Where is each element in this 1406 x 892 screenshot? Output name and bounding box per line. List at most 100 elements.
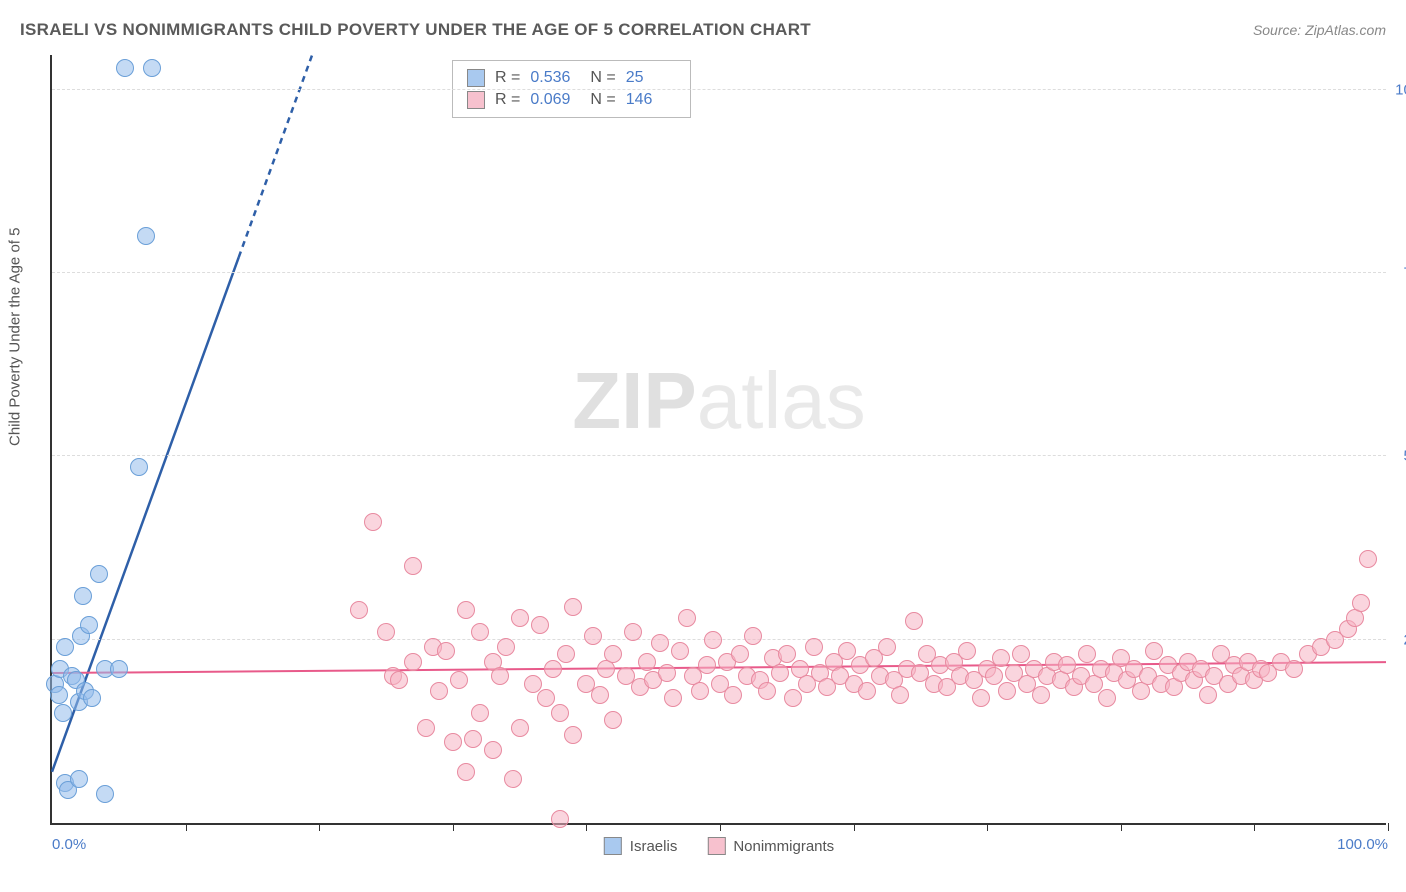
data-point bbox=[671, 642, 689, 660]
trendlines-svg bbox=[52, 55, 1386, 823]
data-point bbox=[110, 660, 128, 678]
legend-swatch-israelis bbox=[604, 837, 622, 855]
data-point bbox=[551, 704, 569, 722]
data-point bbox=[377, 623, 395, 641]
data-point bbox=[972, 689, 990, 707]
xtick-label: 100.0% bbox=[1337, 836, 1388, 853]
data-point bbox=[54, 704, 72, 722]
data-point bbox=[130, 458, 148, 476]
data-point bbox=[444, 733, 462, 751]
data-point bbox=[758, 682, 776, 700]
data-point bbox=[564, 726, 582, 744]
data-point bbox=[471, 704, 489, 722]
data-point bbox=[604, 711, 622, 729]
data-point bbox=[1285, 660, 1303, 678]
xtick bbox=[453, 823, 454, 831]
data-point bbox=[664, 689, 682, 707]
data-point bbox=[450, 671, 468, 689]
chart-title: ISRAELI VS NONIMMIGRANTS CHILD POVERTY U… bbox=[20, 20, 811, 40]
xtick bbox=[854, 823, 855, 831]
data-point bbox=[457, 601, 475, 619]
data-point bbox=[137, 227, 155, 245]
data-point bbox=[784, 689, 802, 707]
data-point bbox=[591, 686, 609, 704]
data-point bbox=[504, 770, 522, 788]
data-point bbox=[74, 587, 92, 605]
xtick bbox=[186, 823, 187, 831]
gridline bbox=[52, 89, 1386, 90]
xtick-label: 0.0% bbox=[52, 836, 86, 853]
ytick-label: 25.0% bbox=[1391, 631, 1406, 648]
trendline bbox=[239, 55, 312, 257]
data-point bbox=[404, 557, 422, 575]
data-point bbox=[471, 623, 489, 641]
xtick bbox=[1121, 823, 1122, 831]
gridline bbox=[52, 455, 1386, 456]
data-point bbox=[1098, 689, 1116, 707]
data-point bbox=[491, 667, 509, 685]
data-point bbox=[992, 649, 1010, 667]
data-point bbox=[404, 653, 422, 671]
data-point bbox=[80, 616, 98, 634]
data-point bbox=[731, 645, 749, 663]
legend-item-nonimmigrants: Nonimmigrants bbox=[707, 837, 834, 855]
data-point bbox=[891, 686, 909, 704]
data-point bbox=[96, 785, 114, 803]
data-point bbox=[537, 689, 555, 707]
data-point bbox=[691, 682, 709, 700]
data-point bbox=[1145, 642, 1163, 660]
data-point bbox=[437, 642, 455, 660]
data-point bbox=[1078, 645, 1096, 663]
data-point bbox=[1359, 550, 1377, 568]
plot-area: ZIPatlas R = 0.536 N = 25 R = 0.069 N = … bbox=[50, 55, 1386, 825]
data-point bbox=[678, 609, 696, 627]
data-point bbox=[116, 59, 134, 77]
data-point bbox=[350, 601, 368, 619]
legend-label-israelis: Israelis bbox=[630, 838, 678, 855]
correlation-chart: ISRAELI VS NONIMMIGRANTS CHILD POVERTY U… bbox=[0, 0, 1406, 892]
legend-swatch-nonimmigrants bbox=[707, 837, 725, 855]
data-point bbox=[511, 609, 529, 627]
gridline bbox=[52, 272, 1386, 273]
data-point bbox=[1199, 686, 1217, 704]
data-point bbox=[551, 810, 569, 828]
xtick bbox=[987, 823, 988, 831]
data-point bbox=[878, 638, 896, 656]
data-point bbox=[638, 653, 656, 671]
ytick-label: 75.0% bbox=[1391, 265, 1406, 282]
xtick bbox=[586, 823, 587, 831]
data-point bbox=[364, 513, 382, 531]
data-point bbox=[464, 730, 482, 748]
data-point bbox=[544, 660, 562, 678]
data-point bbox=[838, 642, 856, 660]
xtick bbox=[1254, 823, 1255, 831]
data-point bbox=[531, 616, 549, 634]
data-point bbox=[905, 612, 923, 630]
data-point bbox=[778, 645, 796, 663]
ytick-label: 100.0% bbox=[1391, 81, 1406, 98]
data-point bbox=[511, 719, 529, 737]
xtick bbox=[720, 823, 721, 831]
data-point bbox=[584, 627, 602, 645]
data-point bbox=[1352, 594, 1370, 612]
data-point bbox=[698, 656, 716, 674]
data-point bbox=[70, 770, 88, 788]
data-point bbox=[524, 675, 542, 693]
legend-item-israelis: Israelis bbox=[604, 837, 678, 855]
legend-bottom: Israelis Nonimmigrants bbox=[604, 837, 834, 855]
data-point bbox=[50, 686, 68, 704]
xtick bbox=[319, 823, 320, 831]
data-point bbox=[83, 689, 101, 707]
y-axis-label: Child Poverty Under the Age of 5 bbox=[7, 228, 24, 446]
data-point bbox=[390, 671, 408, 689]
data-point bbox=[958, 642, 976, 660]
data-point bbox=[484, 741, 502, 759]
data-point bbox=[457, 763, 475, 781]
data-point bbox=[557, 645, 575, 663]
data-point bbox=[430, 682, 448, 700]
ytick-label: 50.0% bbox=[1391, 448, 1406, 465]
data-point bbox=[417, 719, 435, 737]
chart-source: Source: ZipAtlas.com bbox=[1253, 22, 1386, 38]
data-point bbox=[985, 667, 1003, 685]
data-point bbox=[858, 682, 876, 700]
